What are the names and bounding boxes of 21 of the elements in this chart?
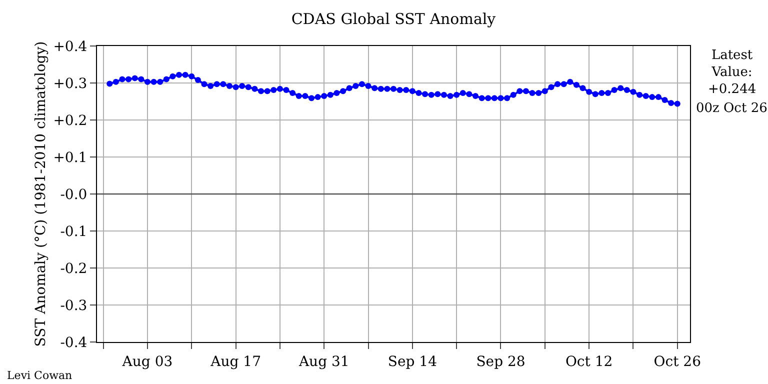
- y-tick-label: -0.3: [60, 298, 88, 314]
- x-tick-label: Aug 31: [298, 354, 350, 370]
- x-tick-label: Aug 17: [210, 354, 261, 370]
- y-tick-label: -0.0: [60, 186, 88, 203]
- text: 00z Oct 26: [696, 101, 768, 116]
- y-tick-label: -0.2: [60, 260, 88, 277]
- y-tick-label: +0.2: [53, 112, 88, 129]
- y-tick-label: -0.1: [60, 224, 88, 240]
- x-tick-label: Sep 28: [476, 354, 526, 370]
- y-tick-label: +0.3: [53, 76, 88, 92]
- text: Levi Cowan: [7, 369, 72, 382]
- x-tick-label: Sep 14: [388, 354, 438, 370]
- x-tick-label: Oct 12: [565, 354, 613, 370]
- y-tick-label: +0.1: [53, 150, 88, 166]
- y-tick-label: +0.4: [53, 38, 88, 55]
- text: Latest Value: +0.244: [708, 48, 756, 97]
- chart-title: CDAS Global SST Anomaly: [291, 10, 496, 28]
- y-tick-label: -0.4: [60, 334, 88, 351]
- x-tick-label: Oct 26: [654, 354, 702, 370]
- x-tick-label: Aug 03: [121, 354, 173, 370]
- y-axis-title: SST Anomaly (°C) (1981-2010 climatology): [32, 41, 49, 347]
